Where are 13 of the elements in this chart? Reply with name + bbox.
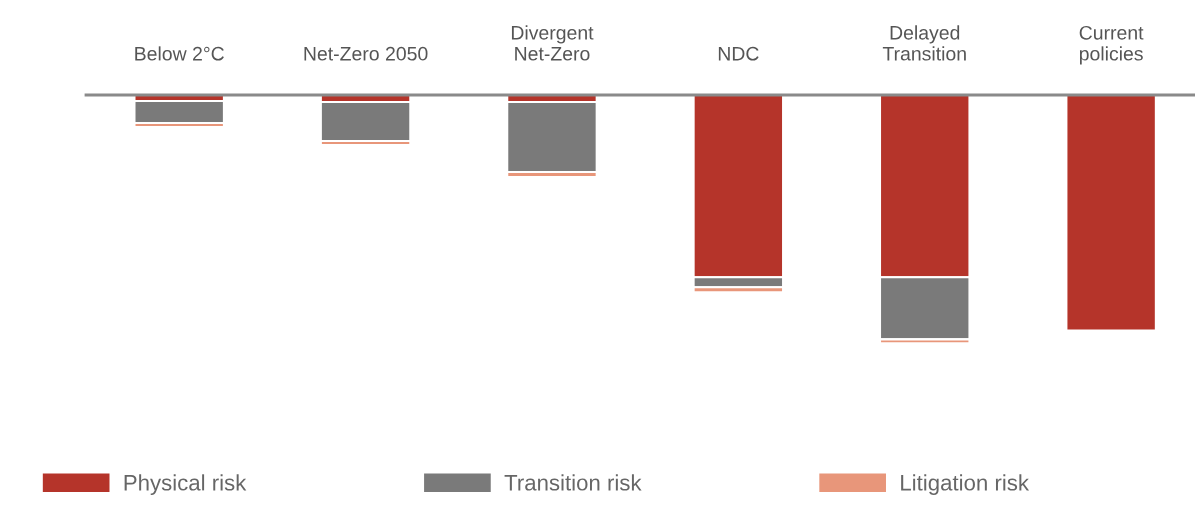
bar	[506, 100, 598, 174]
bar	[1065, 95, 1157, 332]
x-tick-label: Divergent Net-Zero	[511, 25, 594, 61]
x-tick-label: Delayed Transition	[882, 25, 966, 61]
bar	[319, 100, 412, 142]
bar	[133, 99, 225, 125]
legend-label: Physical risk	[124, 474, 247, 495]
legend-label: Litigation risk	[901, 474, 1030, 495]
x-tick-label: Below 2°C	[135, 46, 224, 61]
x-tick-label: NDC	[718, 46, 759, 61]
x-tick-label: Current policies	[1079, 25, 1144, 65]
legend-label: Transition risk	[504, 474, 642, 491]
x-tick-label: Net-Zero 2050	[304, 46, 428, 61]
